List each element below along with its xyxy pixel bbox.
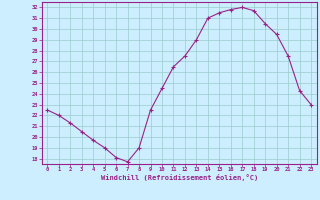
X-axis label: Windchill (Refroidissement éolien,°C): Windchill (Refroidissement éolien,°C) <box>100 174 258 181</box>
